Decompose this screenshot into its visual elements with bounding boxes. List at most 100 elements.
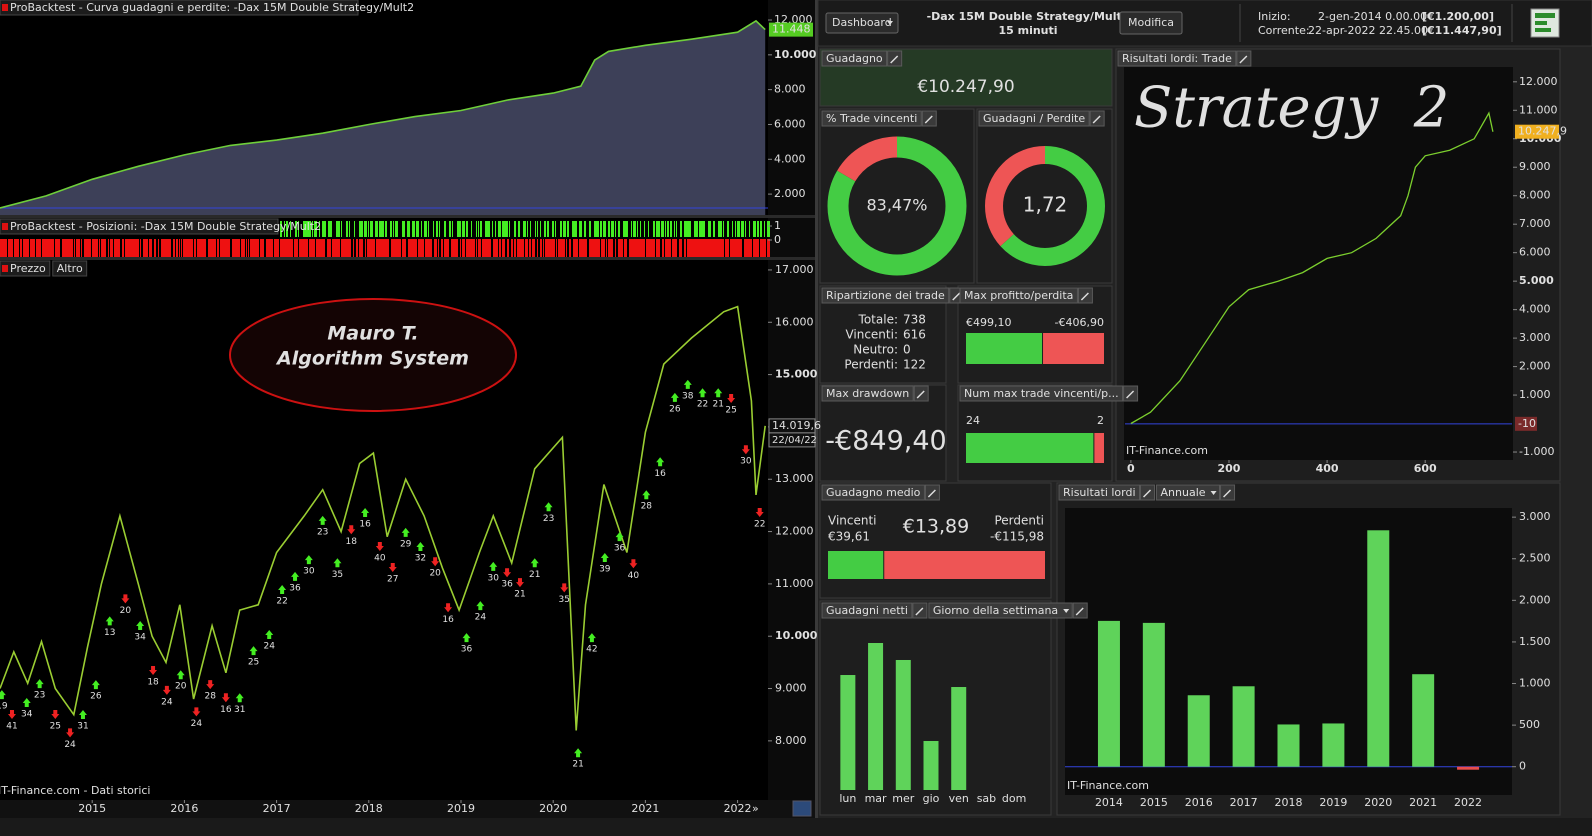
- position-stripe: [687, 239, 690, 257]
- position-stripe: [547, 221, 549, 237]
- position-stripe: [420, 239, 421, 257]
- trade-arrow: [600, 553, 609, 563]
- trade-label: 40: [628, 571, 640, 581]
- position-stripe: [397, 221, 398, 237]
- scroll-icon[interactable]: »: [752, 802, 759, 815]
- position-stripe: [67, 239, 68, 257]
- position-stripe: [572, 221, 575, 237]
- dropdown-arrow: [1210, 491, 1217, 495]
- trade-label: 27: [387, 574, 398, 584]
- position-stripe: [624, 239, 627, 257]
- trade-arrow: [318, 515, 327, 525]
- trade-arrow: [304, 555, 313, 565]
- position-stripe: [627, 221, 628, 237]
- position-stripe: [502, 239, 505, 257]
- position-stripe: [509, 221, 510, 237]
- y-tick-label: 9.000: [1519, 160, 1551, 173]
- position-stripe: [217, 239, 219, 257]
- position-stripe: [548, 239, 551, 257]
- tile-label-bg[interactable]: [1156, 484, 1221, 501]
- position-stripe: [662, 239, 664, 257]
- position-stripe: [579, 221, 582, 237]
- position-stripe: [436, 221, 438, 237]
- trade-arrow: [714, 388, 723, 398]
- tile-label: Guadagno: [826, 52, 883, 65]
- tile-label: Ripartizione dei trade: [826, 289, 945, 302]
- position-stripe: [506, 221, 508, 237]
- position-stripe: [594, 239, 597, 257]
- x-tick-label: 2022: [724, 802, 752, 815]
- trade-label: 19: [0, 702, 8, 712]
- tab-bg[interactable]: [0, 260, 51, 277]
- position-stripe: [143, 239, 145, 257]
- source-label: IT-Finance.com: [1067, 779, 1149, 792]
- expand-button[interactable]: [792, 800, 812, 817]
- position-stripe: [412, 221, 415, 237]
- position-stripe: [361, 221, 363, 237]
- strategy-name: -Dax 15M Double Strategy/Mult2: [927, 10, 1130, 23]
- donut-value: 83,47%: [866, 196, 927, 215]
- position-stripe: [667, 221, 669, 237]
- x-tick-label: 2016: [170, 802, 198, 815]
- position-stripe: [556, 239, 557, 257]
- position-stripe: [708, 239, 710, 257]
- report-icon[interactable]: [1530, 8, 1560, 38]
- tab-label: Altro: [57, 262, 83, 275]
- tile-label: Guadagno medio: [826, 486, 921, 499]
- panel-marker: [2, 223, 8, 230]
- position-stripe: [702, 239, 703, 257]
- position-stripe: [676, 221, 677, 237]
- avg-win-label: Vincenti: [828, 514, 877, 528]
- current-value-label: 14.019,6: [772, 419, 821, 432]
- position-stripe: [611, 239, 612, 257]
- position-stripe: [471, 221, 472, 237]
- position-stripe: [626, 239, 627, 257]
- position-stripe: [495, 221, 496, 237]
- position-stripe: [586, 239, 587, 257]
- tile-label-bg: [821, 484, 925, 501]
- position-stripe: [641, 239, 644, 257]
- drawdown-value: -€849,40: [825, 426, 946, 457]
- position-stripe: [705, 239, 706, 257]
- position-stripe: [2, 239, 4, 257]
- position-stripe: [665, 221, 666, 237]
- position-stripe: [140, 239, 141, 257]
- trade-arrow: [221, 693, 230, 703]
- trade-arrow: [78, 710, 87, 719]
- dashboard-button[interactable]: [825, 12, 899, 34]
- x-tick-label: mar: [865, 792, 887, 805]
- trade-arrow: [462, 633, 471, 643]
- position-stripe: [690, 221, 691, 237]
- position-stripe: [286, 221, 288, 237]
- position-stripe: [309, 221, 311, 237]
- position-stripe: [81, 239, 82, 257]
- edit-button[interactable]: [1119, 11, 1183, 35]
- dashboard-label[interactable]: Dashboard: [832, 16, 892, 29]
- tile-label: Giorno della settimana: [933, 604, 1058, 617]
- position-stripe: [369, 239, 372, 257]
- trade-arrow: [7, 710, 16, 719]
- bar: [1457, 766, 1480, 770]
- position-stripe: [346, 221, 348, 237]
- position-stripe: [603, 221, 606, 237]
- x-tick-label: 2022: [1454, 796, 1482, 809]
- tile-label-bg: [959, 287, 1078, 304]
- position-stripe: [615, 239, 616, 257]
- position-stripe: [710, 239, 711, 257]
- tab-bg[interactable]: [52, 260, 88, 277]
- trade-label: 25: [50, 722, 61, 732]
- position-stripe: [668, 239, 669, 257]
- bar: [1367, 530, 1390, 767]
- x-tick-label: 2021: [631, 802, 659, 815]
- trade-label: 31: [234, 705, 245, 715]
- trade-arrow: [670, 392, 679, 402]
- position-stripe: [338, 239, 340, 257]
- start-capital: [€1.200,00]: [1422, 10, 1494, 23]
- edit-label[interactable]: Modifica: [1128, 16, 1174, 29]
- position-stripe: [751, 239, 752, 257]
- position-stripe: [155, 239, 156, 257]
- position-stripe: [762, 239, 765, 257]
- position-stripe: [385, 221, 387, 237]
- trade-arrow: [136, 621, 145, 631]
- tile-label-bg[interactable]: [928, 602, 1073, 619]
